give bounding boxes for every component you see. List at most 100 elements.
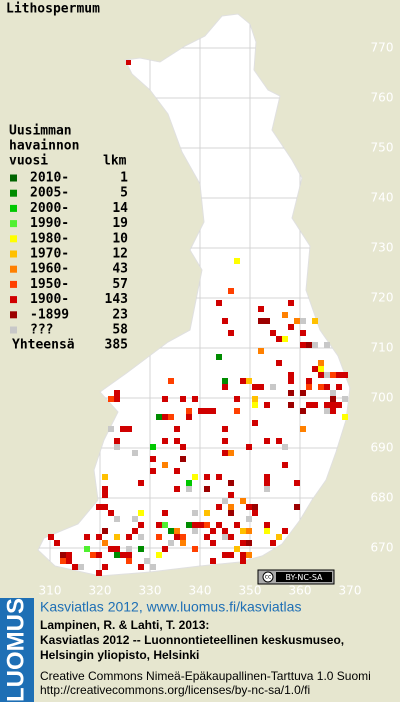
observation-square <box>240 498 246 504</box>
northing-label: 750 <box>371 141 394 155</box>
observation-square <box>264 318 270 324</box>
observation-square <box>228 492 234 498</box>
observation-square <box>144 558 150 564</box>
observation-square <box>126 546 132 552</box>
observation-square <box>300 342 306 348</box>
easting-label: 310 <box>39 584 62 598</box>
observation-square <box>300 390 306 396</box>
observation-square <box>306 378 312 384</box>
observation-square <box>246 378 252 384</box>
observation-square <box>186 408 192 414</box>
easting-label: 360 <box>289 584 312 598</box>
observation-square <box>114 390 120 396</box>
legend-count: 5 <box>120 186 128 201</box>
easting-label: 340 <box>189 584 212 598</box>
observation-square <box>102 486 108 492</box>
northing-label: 770 <box>371 41 394 55</box>
northing-label: 670 <box>371 541 394 555</box>
legend-label: 1980- <box>30 231 69 246</box>
observation-square <box>300 330 306 336</box>
observation-square <box>114 396 120 402</box>
observation-square <box>252 504 258 510</box>
observation-square <box>318 360 324 366</box>
easting-label: 350 <box>239 584 262 598</box>
legend-swatch <box>10 220 17 228</box>
northing-label: 760 <box>371 91 394 105</box>
observation-square <box>264 522 270 528</box>
observation-square <box>48 534 54 540</box>
observation-square <box>252 510 258 516</box>
observation-square <box>66 558 72 564</box>
observation-square <box>294 504 300 510</box>
observation-square <box>168 414 174 420</box>
legend-heading: Uusimman <box>9 124 72 139</box>
legend-swatch <box>10 235 17 243</box>
observation-square <box>240 528 246 534</box>
observation-square <box>186 522 192 528</box>
observation-square <box>150 564 156 570</box>
legend-count: 1 <box>120 171 128 186</box>
observation-square <box>174 534 180 540</box>
legend-count: 58 <box>112 323 128 338</box>
observation-square <box>324 384 330 390</box>
observation-square <box>276 336 282 342</box>
observation-square <box>192 528 198 534</box>
observation-square <box>330 396 336 402</box>
observation-square <box>234 408 240 414</box>
legend-count: 10 <box>112 231 128 246</box>
observation-square <box>336 384 342 390</box>
observation-square <box>330 390 336 396</box>
legend-label: 1970- <box>30 247 69 262</box>
observation-square <box>246 444 252 450</box>
easting-label: 320 <box>89 584 112 598</box>
observation-square <box>252 384 258 390</box>
observation-square <box>312 342 318 348</box>
observation-square <box>204 408 210 414</box>
legend-swatch <box>10 280 17 288</box>
observation-square <box>114 438 120 444</box>
observation-square <box>264 474 270 480</box>
observation-square <box>216 504 222 510</box>
observation-square <box>228 450 234 456</box>
observation-square <box>336 402 342 408</box>
observation-square <box>108 510 114 516</box>
observation-square <box>330 402 336 408</box>
observation-square <box>222 498 228 504</box>
observation-square <box>234 522 240 528</box>
observation-square <box>192 510 198 516</box>
observation-square <box>162 522 168 528</box>
observation-square <box>294 318 300 324</box>
observation-square <box>204 510 210 516</box>
observation-square <box>228 504 234 510</box>
license-line: Creative Commons Nimeä-Epäkaupallinen-Ta… <box>40 669 371 683</box>
observation-square <box>204 474 210 480</box>
observation-square <box>234 258 240 264</box>
observation-square <box>102 492 108 498</box>
observation-square <box>246 504 252 510</box>
observation-square <box>288 390 294 396</box>
legend-label: 2010- <box>30 171 69 186</box>
observation-square <box>282 462 288 468</box>
legend-label: 1950- <box>30 277 69 292</box>
easting-label: 370 <box>339 584 362 598</box>
observation-square <box>210 540 216 546</box>
observation-square <box>222 426 228 432</box>
observation-square <box>186 414 192 420</box>
map-title: Lithospermum <box>6 2 100 17</box>
observation-square <box>150 456 156 462</box>
observation-square <box>222 318 228 324</box>
observation-square <box>264 486 270 492</box>
observation-square <box>264 480 270 486</box>
observation-square <box>162 462 168 468</box>
northing-label: 740 <box>371 191 394 205</box>
observation-square <box>108 426 114 432</box>
svg-text:cc: cc <box>265 574 272 581</box>
observation-square <box>288 324 294 330</box>
observation-square <box>264 402 270 408</box>
country-outline <box>37 13 351 577</box>
license-line: http://creativecommons.org/licenses/by-n… <box>40 683 310 697</box>
observation-square <box>126 60 131 65</box>
atlas-link[interactable]: Kasviatlas 2012, www.luomus.fi/kasviatla… <box>40 599 301 615</box>
observation-square <box>282 336 288 342</box>
